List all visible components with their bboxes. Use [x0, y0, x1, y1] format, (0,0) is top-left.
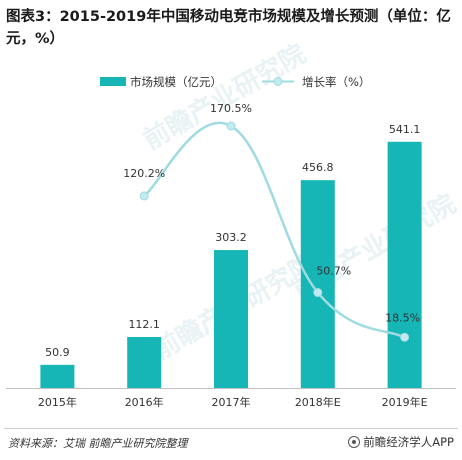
- footer: 资料来源：艾瑞 前瞻产业研究院整理 前瞻经济学人APP: [0, 424, 462, 460]
- chart-title: 图表3：2015-2019年中国移动电竞市场规模及增长预测（单位：亿元，%）: [6, 9, 451, 47]
- bar-value-label: 303.2: [215, 231, 247, 244]
- legend-bar-label: 市场规模（亿元）: [130, 75, 222, 89]
- line-value-label: 170.5%: [210, 102, 252, 115]
- watermark-text: 前瞻产业研究院: [138, 38, 311, 156]
- x-tick-label: 2015年: [38, 395, 77, 409]
- line-point: [313, 288, 323, 298]
- bar: [300, 180, 335, 388]
- bar: [387, 141, 422, 388]
- bar-value-label: 541.1: [389, 123, 421, 136]
- brand-logo-icon: [348, 436, 361, 448]
- bar: [40, 364, 75, 388]
- brand-label: 前瞻经济学人APP: [348, 434, 454, 450]
- bar: [214, 250, 248, 388]
- line-point: [139, 191, 149, 201]
- x-axis: 2015年 2016年 2017年 2018年E 2019年E: [6, 388, 456, 409]
- line-point: [400, 332, 410, 342]
- line-point: [226, 121, 236, 131]
- bar-series: 50.9 112.1 303.2 456.8 541.1: [40, 123, 422, 388]
- legend-bar-swatch: [100, 77, 126, 86]
- x-tick-label: 2018年E: [295, 395, 341, 409]
- line-value-label: 120.2%: [123, 167, 165, 180]
- combo-chart: 前瞻产业研究院前瞻产业研究院前瞻产业研究院 市场规模（亿元）增长率（%） 50.…: [6, 38, 461, 409]
- source-note: 资料来源：艾瑞 前瞻产业研究院整理: [8, 437, 188, 450]
- legend: 市场规模（亿元） 增长率（%）: [100, 75, 370, 89]
- line-value-label: 18.5%: [385, 311, 420, 324]
- x-tick-label: 2017年: [212, 395, 251, 409]
- line-value-label: 50.7%: [316, 265, 351, 278]
- brand-text: 前瞻经济学人APP: [363, 435, 454, 449]
- growth-line: [143, 121, 406, 339]
- footer-divider: [4, 428, 458, 429]
- line-series: 120.2% 170.5% 50.7% 18.5%: [123, 102, 420, 342]
- legend-line-marker: [273, 77, 283, 86]
- bar-value-label: 456.8: [302, 161, 334, 174]
- bar: [127, 336, 162, 388]
- x-tick-label: 2016年: [125, 395, 164, 409]
- bar-value-label: 50.9: [45, 346, 70, 359]
- bar-value-label: 112.1: [128, 318, 160, 331]
- legend-line-label: 增长率（%）: [302, 75, 370, 89]
- x-tick-label: 2019年E: [382, 395, 428, 409]
